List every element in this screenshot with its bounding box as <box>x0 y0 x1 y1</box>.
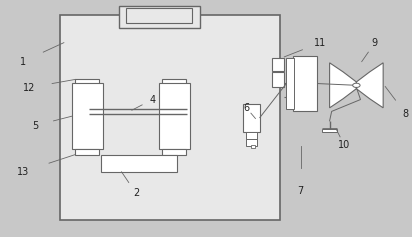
Text: 9: 9 <box>372 38 378 48</box>
FancyBboxPatch shape <box>251 145 255 148</box>
FancyBboxPatch shape <box>293 56 317 111</box>
FancyBboxPatch shape <box>246 132 257 139</box>
Text: 10: 10 <box>338 140 350 150</box>
Text: 4: 4 <box>150 95 155 105</box>
FancyBboxPatch shape <box>72 83 103 149</box>
FancyBboxPatch shape <box>243 104 260 132</box>
FancyBboxPatch shape <box>272 58 284 71</box>
Circle shape <box>353 83 360 87</box>
Text: 8: 8 <box>403 109 409 119</box>
Text: 6: 6 <box>243 103 249 113</box>
FancyBboxPatch shape <box>162 79 186 84</box>
FancyBboxPatch shape <box>286 58 294 109</box>
FancyBboxPatch shape <box>75 79 99 84</box>
Text: 2: 2 <box>133 188 139 198</box>
FancyBboxPatch shape <box>322 129 337 132</box>
FancyBboxPatch shape <box>126 8 192 23</box>
Text: 12: 12 <box>23 83 35 93</box>
Text: 13: 13 <box>16 167 29 177</box>
Text: 11: 11 <box>314 38 327 48</box>
FancyBboxPatch shape <box>162 149 186 155</box>
Text: 7: 7 <box>297 186 304 196</box>
Text: 5: 5 <box>32 121 38 131</box>
FancyBboxPatch shape <box>159 83 190 149</box>
Text: 1: 1 <box>20 57 26 67</box>
FancyBboxPatch shape <box>75 149 99 155</box>
FancyBboxPatch shape <box>246 139 257 146</box>
Polygon shape <box>356 63 383 108</box>
FancyBboxPatch shape <box>101 155 177 172</box>
FancyBboxPatch shape <box>119 6 200 28</box>
FancyBboxPatch shape <box>60 15 280 220</box>
Polygon shape <box>330 63 356 108</box>
FancyBboxPatch shape <box>272 72 284 87</box>
